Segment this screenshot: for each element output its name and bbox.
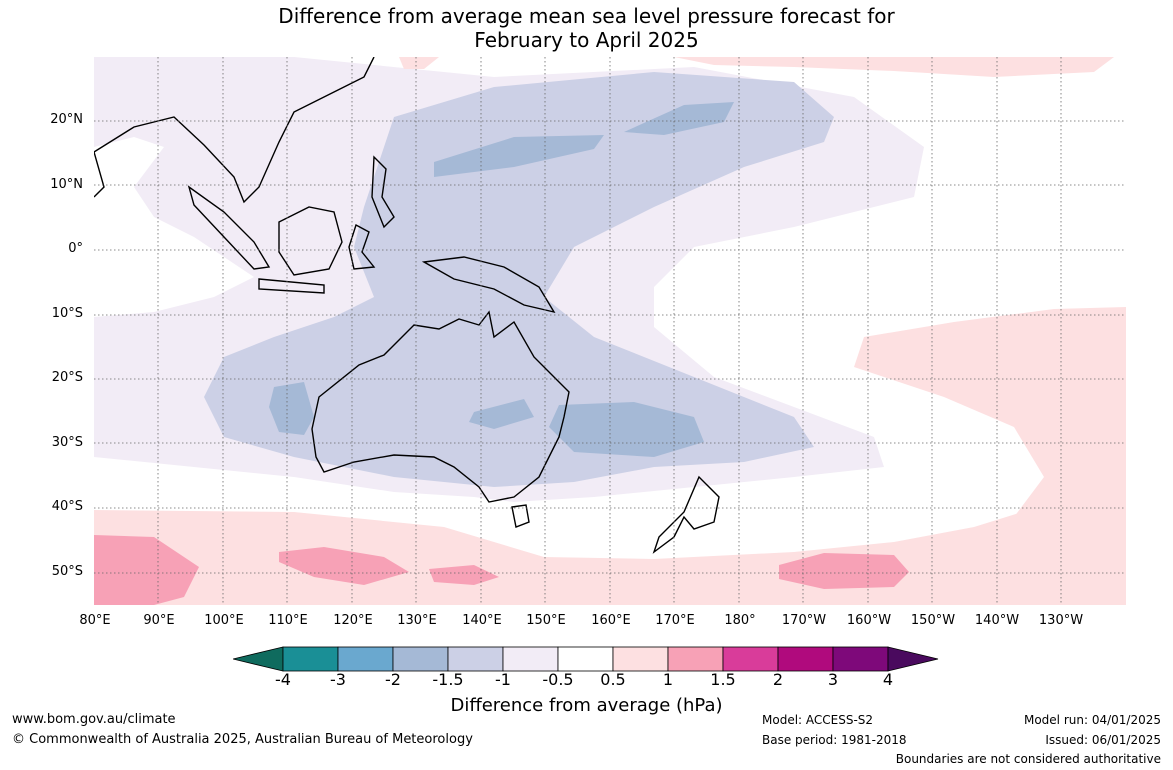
- anomaly-region-blue-5: [549, 402, 704, 457]
- anomaly-region-blue-4: [469, 399, 534, 429]
- anomaly-region-lavender: [204, 72, 834, 487]
- colorbar-swatch-2: [337, 646, 394, 672]
- asia-coastline: [94, 57, 375, 204]
- colorbar-swatch-10: [777, 646, 834, 672]
- lon-label-110e: 110°E: [268, 613, 308, 628]
- coastlines: [94, 57, 720, 554]
- new-guinea-coastline: [421, 256, 556, 314]
- colorbar-title: Difference from average (hPa): [450, 695, 723, 716]
- tasmania-coastline: [511, 504, 530, 528]
- map-canvas: [94, 57, 1126, 605]
- colorbar-tick-5: -0.5: [542, 670, 574, 689]
- base-period: Base period: 1981-2018: [762, 733, 907, 747]
- lon-label-120e: 120°E: [333, 613, 373, 628]
- colorbar-tick-3: -1.5: [432, 670, 464, 689]
- lon-label-150w: 150°W: [910, 613, 956, 628]
- lon-label-80e: 80°E: [79, 613, 111, 628]
- website-link[interactable]: www.bom.gov.au/climate: [12, 712, 176, 727]
- india-coastline: [94, 151, 105, 198]
- anomaly-region-pink-4: [779, 553, 909, 589]
- java-coastline: [258, 278, 325, 294]
- lat-label-20n: 20°N: [50, 112, 83, 127]
- lon-label-100e: 100°E: [204, 613, 244, 628]
- philippines-coastline: [371, 155, 395, 229]
- lon-label-180: 180°: [724, 613, 756, 628]
- colorbar-tick-9: 2: [772, 670, 784, 689]
- colorbar-tick-2: -2: [385, 670, 401, 689]
- colorbar-tick-11: 4: [882, 670, 894, 689]
- lon-label-130w: 130°W: [1038, 613, 1084, 628]
- lat-label-10n: 10°N: [50, 177, 83, 192]
- anomaly-region-pink-north: [674, 57, 1114, 77]
- lat-label-30s: 30°S: [51, 435, 83, 450]
- lon-label-170e: 170°E: [655, 613, 695, 628]
- colorbar-swatch-12: [887, 646, 939, 672]
- anomaly-region-blue-3: [269, 382, 314, 435]
- colorbar-swatch-3: [392, 646, 449, 672]
- issued-date: Issued: 06/01/2025: [1045, 733, 1161, 747]
- colorbar-swatch-6: [557, 646, 614, 672]
- colorbar-swatch-0: [233, 646, 284, 672]
- colorbar-tick-10: 3: [827, 670, 839, 689]
- title-line-2: February to April 2025: [474, 28, 699, 52]
- colorbar-swatch-4: [447, 646, 504, 672]
- colorbar-tick-0: -4: [275, 670, 291, 689]
- map-title: Difference from average mean sea level p…: [0, 4, 1173, 52]
- colorbar-swatch-7: [612, 646, 669, 672]
- colorbar-tick-7: 1: [662, 670, 674, 689]
- title-line-1: Difference from average mean sea level p…: [278, 4, 895, 28]
- lon-label-170w: 170°W: [781, 613, 827, 628]
- colorbar: [233, 646, 939, 672]
- borneo-coastline: [278, 206, 343, 276]
- copyright-text: © Commonwealth of Australia 2025, Austra…: [12, 732, 473, 747]
- anomaly-region-pink-3: [429, 565, 499, 585]
- lat-label-0: 0°: [68, 241, 83, 256]
- australia-coastline: [311, 310, 570, 503]
- colorbar-tick-4: -1: [495, 670, 511, 689]
- pressure-anomaly-map: [94, 57, 1126, 605]
- sumatra-coastline: [187, 185, 271, 270]
- lon-label-130e: 130°E: [397, 613, 437, 628]
- boundaries-disclaimer: Boundaries are not considered authoritat…: [895, 752, 1161, 766]
- colorbar-swatch-8: [667, 646, 724, 672]
- colorbar-tick-8: 1.5: [710, 670, 736, 689]
- lat-label-20s: 20°S: [51, 370, 83, 385]
- model-name: Model: ACCESS-S2: [762, 713, 874, 727]
- lat-label-40s: 40°S: [51, 499, 83, 514]
- lon-label-160e: 160°E: [591, 613, 631, 628]
- lat-label-10s: 10°S: [51, 306, 83, 321]
- anomaly-region-blue-1: [434, 135, 604, 177]
- lat-label-50s: 50°S: [51, 564, 83, 579]
- lon-label-90e: 90°E: [143, 613, 175, 628]
- colorbar-tick-1: -3: [330, 670, 346, 689]
- anomaly-region-blue-2: [624, 102, 734, 135]
- anomaly-region-pink-north-2: [399, 57, 439, 69]
- lon-label-140e: 140°E: [462, 613, 502, 628]
- new-zealand-coastline: [652, 475, 720, 554]
- colorbar-swatch-1: [282, 646, 339, 672]
- colorbar-swatch-9: [722, 646, 779, 672]
- anomaly-region-pink-east: [854, 307, 1126, 557]
- sulawesi-coastline: [348, 223, 376, 270]
- lon-label-140w: 140°W: [974, 613, 1020, 628]
- anomaly-region-pink-2: [279, 547, 409, 585]
- lon-label-160w: 160°W: [846, 613, 892, 628]
- lon-label-150e: 150°E: [526, 613, 566, 628]
- model-run-date: Model run: 04/01/2025: [1023, 713, 1161, 727]
- colorbar-tick-6: 0.5: [600, 670, 626, 689]
- colorbar-swatch-5: [502, 646, 559, 672]
- graticule: [94, 57, 1126, 605]
- colorbar-swatch-11: [832, 646, 889, 672]
- anomaly-region-pink-1: [94, 535, 199, 605]
